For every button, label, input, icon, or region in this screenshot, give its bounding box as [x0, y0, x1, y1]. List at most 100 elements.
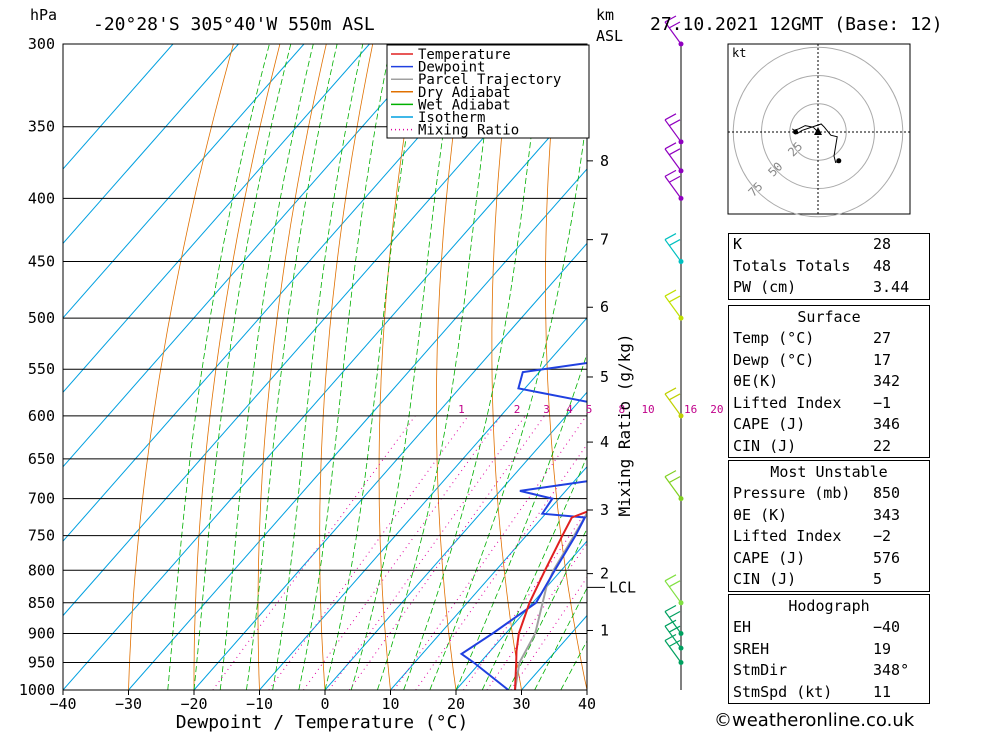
pressure-tick-label: 800: [28, 561, 55, 579]
dry-adiabat: [976, 44, 1000, 690]
wind-barb-shaft: [664, 640, 682, 663]
wind-barb-dot: [678, 168, 684, 174]
dry-adiabat: [435, 44, 466, 690]
dry-adiabat: [545, 44, 587, 690]
pressure-tick-label: 850: [28, 594, 55, 612]
wind-barb-flag: [664, 604, 677, 612]
surface-label: θE(K): [733, 372, 779, 390]
isotherm-line: [63, 44, 239, 245]
km-tick-label: 5: [600, 368, 609, 386]
dry-adiabat: [128, 44, 234, 690]
wind-barb: [664, 470, 684, 502]
wind-barb-shaft: [664, 611, 682, 634]
wind-barb-shaft: [664, 21, 682, 45]
hodograph-value: 11: [873, 682, 892, 701]
hodograph-trace: [792, 123, 840, 164]
wind-barb-dot: [678, 413, 684, 419]
surface-row: Lifted Index −1: [729, 393, 929, 415]
wind-barb-flag: [664, 142, 677, 150]
mixing-ratio-label: 5: [586, 403, 593, 416]
km-label: km: [596, 6, 614, 24]
hodograph-value: −40: [873, 618, 901, 636]
most-unstable-row: CAPE (J) 576: [729, 548, 929, 570]
km-tick-label: 3: [600, 501, 609, 519]
index-value: 28: [873, 235, 892, 253]
wet-adiabat: [272, 44, 364, 690]
legend-entry: Wet Adiabat: [418, 97, 511, 113]
location-title: -20°28'S 305°40'W 550m ASL: [93, 14, 375, 35]
mixing-ratio-line: [348, 415, 545, 690]
x-tick-label: 0: [320, 695, 329, 713]
wind-barb-flag: [664, 15, 677, 23]
wind-barb-shaft: [664, 148, 682, 172]
most-unstable-row: θE (K) 343: [729, 505, 929, 527]
wind-barb: [664, 574, 684, 606]
legend-entry: Dry Adiabat: [418, 85, 511, 101]
wind-barb-dot: [678, 139, 684, 145]
wind-barb-dot: [678, 630, 684, 636]
wet-adiabat: [193, 44, 292, 690]
pressure-tick-label: 600: [28, 407, 55, 425]
wind-barb-flag: [668, 393, 681, 401]
most-unstable-title: Most Unstable: [770, 463, 888, 481]
hodograph-label: StmSpd (kt): [733, 682, 833, 701]
most-unstable-label: θE (K): [733, 505, 788, 524]
legend-entry: Mixing Ratio: [418, 123, 519, 139]
km-tick-label: 4: [600, 433, 609, 451]
hodograph-point: [793, 129, 799, 135]
hodograph-value: 348°: [873, 661, 910, 679]
km-tick-label: 7: [600, 231, 609, 249]
wind-barb-flag: [668, 148, 681, 156]
isotherm-line: [128, 168, 587, 690]
wet-adiabat: [508, 527, 587, 690]
most-unstable-value: 343: [873, 505, 901, 524]
index-row: PW (cm) 3.44: [729, 277, 929, 299]
most-unstable-label: Lifted Index: [733, 527, 842, 545]
wet-adiabat: [534, 587, 587, 690]
hodograph-label: SREH: [733, 639, 770, 658]
mixing-ratio-line: [415, 443, 587, 690]
wind-barb: [664, 619, 684, 651]
lcl-label: LCL: [609, 578, 636, 596]
hodograph-label: StmDir: [733, 661, 788, 679]
wind-barb-flag: [668, 625, 681, 633]
surface-table: Surface Temp (°C) 27 Dewp (°C) 17 θE(K) 342 Li…: [728, 305, 930, 458]
legend-entry: Parcel Trajectory: [418, 72, 561, 88]
isotherm-line: [63, 44, 436, 468]
footer-credit[interactable]: ©weatheronline.co.uk: [714, 710, 915, 731]
wind-barb-flag: [668, 119, 681, 127]
dry-adiabat: [930, 44, 1000, 690]
wind-barb-dot: [678, 259, 684, 265]
hodograph-row: SREH 19: [729, 639, 929, 661]
wind-barb-flag: [668, 476, 681, 484]
most-unstable-row: Pressure (mb) 850: [729, 483, 929, 505]
legend-box: [386, 44, 590, 139]
mixing-ratio-label: 4: [566, 403, 573, 416]
most-unstable-value: −2: [873, 527, 892, 545]
wet-adiabat: [167, 44, 270, 690]
km-tick-label: 1: [600, 621, 609, 639]
wind-barb-flag: [668, 639, 681, 648]
wind-barb-dot: [678, 659, 684, 665]
index-value: 3.44: [873, 278, 910, 296]
surface-row: θE(K) 342: [729, 371, 929, 393]
most-unstable-label: Pressure (mb): [733, 484, 851, 502]
surface-value: 342: [873, 372, 901, 390]
x-tick-label: −40: [49, 695, 76, 713]
wet-adiabat: [298, 44, 392, 690]
pressure-tick-label: 950: [28, 653, 55, 671]
wind-barb: [664, 604, 684, 636]
x-tick-label: −20: [180, 695, 207, 713]
hodograph-row: StmSpd (kt) 11: [729, 682, 929, 704]
surface-value: 346: [873, 415, 901, 433]
wind-barb-flag: [668, 610, 681, 618]
index-row: K 28: [729, 234, 929, 256]
wind-barb-dot: [678, 315, 684, 321]
parcel-trajectory-line: [514, 511, 587, 690]
hodograph-table: Hodograph EH −40 SREH 19 StmDir 348° StmSpd (k…: [728, 594, 930, 704]
legend-entry: Dewpoint: [418, 60, 485, 76]
hodograph-point: [836, 158, 842, 164]
most-unstable-table: Most Unstable Pressure (mb) 850 θE (K) 343 L…: [728, 460, 930, 592]
pressure-tick-label: 300: [28, 35, 55, 53]
